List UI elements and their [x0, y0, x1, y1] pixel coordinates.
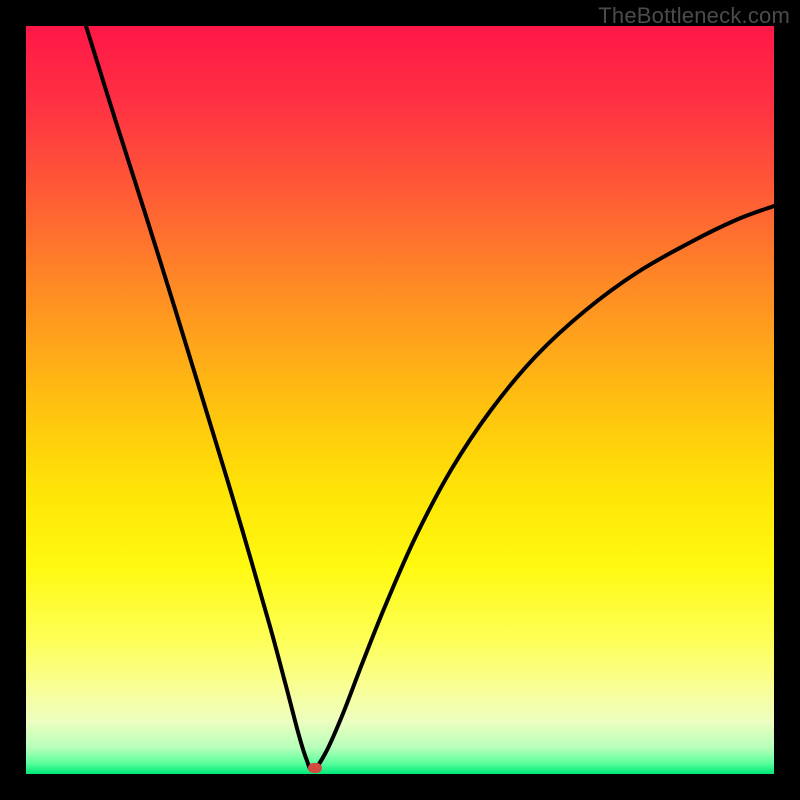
bottleneck-curve-chart — [26, 26, 774, 774]
plot-area — [26, 26, 774, 774]
gradient-background — [26, 26, 774, 774]
chart-frame: TheBottleneck.com — [0, 0, 800, 800]
watermark-text: TheBottleneck.com — [598, 3, 790, 29]
optimal-point-marker — [308, 763, 322, 773]
